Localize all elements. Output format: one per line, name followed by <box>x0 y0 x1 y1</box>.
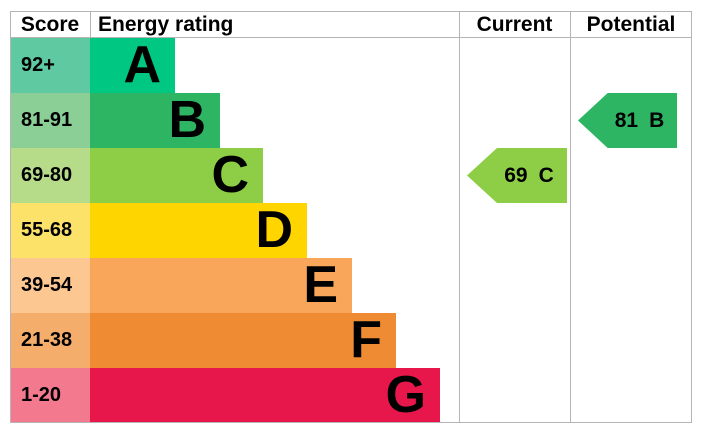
header-underline <box>10 37 692 38</box>
potential-column-divider <box>570 11 571 423</box>
rating-letter: D <box>255 201 293 259</box>
frame-right-border <box>691 11 692 423</box>
score-range-label: 69-80 <box>11 148 90 203</box>
frame-top-border <box>10 11 692 12</box>
potential-header: Potential <box>586 13 676 36</box>
rating-letter: F <box>350 311 382 369</box>
score-range-label: 55-68 <box>11 203 90 258</box>
score-header: Score <box>20 13 80 36</box>
frame-left-border <box>10 11 11 423</box>
potential-rating-arrow: 81 B <box>578 93 677 148</box>
rating-bar-a: A <box>90 38 175 93</box>
rating-letter: C <box>211 146 249 204</box>
rating-bar-b: B <box>90 93 220 148</box>
current-header: Current <box>476 13 553 36</box>
rating-letter: E <box>303 256 338 314</box>
score-range-label: 39-54 <box>11 258 90 313</box>
rating-bar-c: C <box>90 148 263 203</box>
current-grade: C <box>538 163 554 187</box>
rating-bar-d: D <box>90 203 307 258</box>
rating-letter: B <box>168 91 206 149</box>
energy-rating-header: Energy rating <box>98 13 234 36</box>
potential-grade: B <box>649 108 665 132</box>
rating-letter: G <box>385 366 426 424</box>
frame-bottom-border <box>10 422 692 423</box>
rating-letter: A <box>123 36 161 94</box>
current-score: 69 <box>504 163 528 187</box>
score-range-label: 21-38 <box>11 313 90 368</box>
current-rating-arrow: 69 C <box>467 148 567 203</box>
score-range-label: 92+ <box>11 38 90 93</box>
rating-bar-e: E <box>90 258 352 313</box>
rating-bar-f: F <box>90 313 396 368</box>
rating-bar-g: G <box>90 368 440 422</box>
score-range-label: 81-91 <box>11 93 90 148</box>
current-column-divider <box>459 11 460 423</box>
score-column-divider <box>90 11 91 38</box>
potential-score: 81 <box>614 108 639 132</box>
score-range-label: 1-20 <box>11 368 90 422</box>
